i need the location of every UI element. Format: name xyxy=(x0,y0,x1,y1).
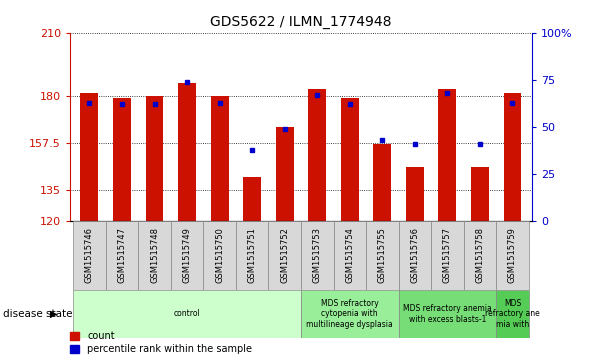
FancyBboxPatch shape xyxy=(301,290,399,338)
Bar xyxy=(341,98,359,221)
Text: GSM1515759: GSM1515759 xyxy=(508,227,517,283)
Text: ▶: ▶ xyxy=(50,309,58,319)
Text: GSM1515756: GSM1515756 xyxy=(410,227,420,283)
FancyBboxPatch shape xyxy=(73,290,301,338)
Text: GSM1515753: GSM1515753 xyxy=(313,227,322,283)
Text: MDS
refractory ane
mia with: MDS refractory ane mia with xyxy=(485,299,540,329)
Text: disease state: disease state xyxy=(3,309,72,319)
Text: MDS refractory
cytopenia with
multilineage dysplasia: MDS refractory cytopenia with multilinea… xyxy=(306,299,393,329)
Title: GDS5622 / ILMN_1774948: GDS5622 / ILMN_1774948 xyxy=(210,15,392,29)
Bar xyxy=(438,89,457,221)
Text: GSM1515757: GSM1515757 xyxy=(443,227,452,283)
FancyBboxPatch shape xyxy=(171,221,203,290)
Text: GSM1515746: GSM1515746 xyxy=(85,227,94,283)
Bar xyxy=(308,89,326,221)
Text: GSM1515749: GSM1515749 xyxy=(182,227,192,283)
Text: GSM1515758: GSM1515758 xyxy=(475,227,485,283)
Bar xyxy=(113,98,131,221)
FancyBboxPatch shape xyxy=(106,221,138,290)
FancyBboxPatch shape xyxy=(399,221,431,290)
FancyBboxPatch shape xyxy=(236,221,268,290)
Text: control: control xyxy=(174,310,201,318)
Bar xyxy=(243,178,261,221)
Text: GSM1515748: GSM1515748 xyxy=(150,227,159,283)
Bar xyxy=(503,94,522,221)
Legend: count, percentile rank within the sample: count, percentile rank within the sample xyxy=(66,327,256,358)
FancyBboxPatch shape xyxy=(431,221,464,290)
Bar xyxy=(178,83,196,221)
FancyBboxPatch shape xyxy=(73,221,106,290)
Text: GSM1515752: GSM1515752 xyxy=(280,227,289,283)
Bar xyxy=(276,127,294,221)
FancyBboxPatch shape xyxy=(464,221,496,290)
FancyBboxPatch shape xyxy=(301,221,334,290)
Text: GSM1515750: GSM1515750 xyxy=(215,227,224,283)
FancyBboxPatch shape xyxy=(268,221,301,290)
Text: MDS refractory anemia
with excess blasts-1: MDS refractory anemia with excess blasts… xyxy=(403,304,492,324)
FancyBboxPatch shape xyxy=(138,221,171,290)
Text: GSM1515755: GSM1515755 xyxy=(378,227,387,283)
Bar xyxy=(210,95,229,221)
Text: GSM1515754: GSM1515754 xyxy=(345,227,354,283)
FancyBboxPatch shape xyxy=(496,221,529,290)
Bar xyxy=(471,167,489,221)
FancyBboxPatch shape xyxy=(203,221,236,290)
Bar xyxy=(145,95,164,221)
FancyBboxPatch shape xyxy=(399,290,496,338)
FancyBboxPatch shape xyxy=(366,221,399,290)
Text: GSM1515747: GSM1515747 xyxy=(117,227,126,283)
Bar xyxy=(373,144,392,221)
Text: GSM1515751: GSM1515751 xyxy=(247,227,257,283)
Bar xyxy=(80,94,98,221)
Bar xyxy=(406,167,424,221)
FancyBboxPatch shape xyxy=(334,221,366,290)
FancyBboxPatch shape xyxy=(496,290,529,338)
